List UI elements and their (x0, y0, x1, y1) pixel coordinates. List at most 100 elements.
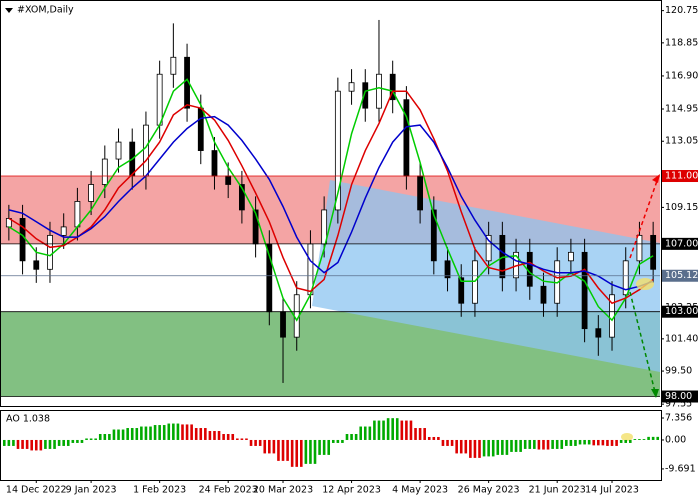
y-tick-label: 97.55 (665, 399, 692, 410)
x-tick-label: 12 Apr 2023 (322, 485, 381, 496)
ao-bar (121, 429, 125, 440)
ao-bar (199, 428, 203, 440)
ao-bar (359, 426, 363, 440)
x-tick-label: 14 Jul 2023 (585, 485, 639, 496)
ao-bar (592, 439, 596, 446)
ao-bar (39, 439, 43, 451)
ao-bar (651, 436, 655, 440)
ao-bar (318, 439, 321, 455)
ao-bar (373, 420, 376, 440)
candle-body (74, 201, 81, 228)
candle-body (5, 218, 12, 228)
ao-bar (30, 439, 34, 451)
ao-bar (615, 439, 618, 446)
ao-bar (336, 439, 340, 443)
ao-bar (112, 429, 116, 440)
ao-bar (491, 439, 495, 457)
ao-bar (464, 439, 468, 454)
ao-bar (140, 426, 143, 440)
ao-bar (469, 439, 472, 458)
ao-bar (551, 439, 554, 449)
ao-bar (537, 439, 541, 450)
down-arrowhead (651, 389, 659, 398)
ao-bar (245, 438, 248, 440)
ao-bar (546, 439, 550, 450)
ao-bar (610, 439, 614, 446)
ao-bar (501, 439, 504, 455)
up-projection (629, 177, 659, 259)
ao-bar (286, 439, 289, 461)
ao-bar (455, 439, 458, 454)
ao-bar (290, 439, 294, 467)
ao-bar (299, 439, 303, 467)
ao-bar (126, 428, 129, 440)
ao-bar (204, 428, 207, 440)
ao-bar (514, 439, 518, 452)
level-box (662, 269, 698, 282)
ao-bar (222, 434, 225, 440)
ao-bar (85, 438, 88, 440)
ao-bar (482, 439, 486, 457)
y-tick-label: 118.85 (665, 37, 698, 48)
ao-bar (57, 439, 61, 446)
ao-bar (341, 439, 344, 443)
ao-bar (322, 439, 326, 455)
ao-bar (478, 439, 481, 458)
ao-bar (565, 439, 568, 446)
candle-body (47, 234, 53, 270)
up-arrowhead (652, 174, 660, 183)
ao-bar (254, 439, 257, 446)
x-tick-label: 4 May 2023 (392, 485, 448, 496)
candle-body (458, 277, 465, 304)
candle-body (430, 209, 437, 262)
ao-bar (427, 436, 431, 440)
level-box (662, 305, 698, 318)
ao-bar (405, 420, 408, 440)
ao-tick-label: -9.691 (665, 463, 696, 474)
ao-tick-label: 7.356 (665, 413, 692, 424)
ao-bar (578, 439, 582, 445)
candle-body (238, 184, 245, 211)
ao-bar (633, 439, 637, 440)
ao-bar (423, 428, 426, 440)
ao-bar (94, 438, 97, 440)
ao-bar (272, 439, 276, 454)
ao-bar (418, 428, 422, 440)
ao-bar (98, 434, 102, 440)
ao-bar (190, 424, 193, 440)
ao-bar (213, 431, 216, 440)
highlight (621, 433, 633, 441)
ao-bar (496, 439, 500, 455)
level-label: 105.12 (665, 270, 698, 281)
ao-bar (48, 439, 52, 449)
ao-bar (21, 439, 24, 449)
ao-bar (597, 439, 600, 446)
ao-bar (409, 420, 413, 440)
candle-body (362, 82, 369, 109)
ao-bar (647, 436, 650, 440)
y-tick-label: 116.90 (665, 70, 698, 81)
candle-body (88, 184, 95, 202)
level-box (662, 390, 698, 403)
ao-bar (71, 439, 75, 443)
ao-bar (510, 439, 513, 452)
ao-bar (7, 439, 11, 446)
price-frame (0, 0, 662, 407)
ao-bar (162, 425, 166, 440)
ao-bar (459, 439, 463, 454)
ao-bar (34, 439, 38, 451)
ao-bar (414, 428, 417, 440)
ao-bar (44, 439, 47, 449)
ao-bar (542, 439, 545, 450)
ao-bar (441, 439, 445, 446)
ao-bar (76, 439, 79, 443)
ao-bar (583, 439, 586, 445)
moving-average (8, 78, 654, 322)
level-label: 103.00 (665, 306, 698, 317)
candle-body (225, 175, 232, 185)
ao-bar (450, 439, 454, 446)
candle-body (567, 251, 574, 262)
ao-bar (354, 434, 358, 440)
ao-bar (638, 439, 641, 440)
